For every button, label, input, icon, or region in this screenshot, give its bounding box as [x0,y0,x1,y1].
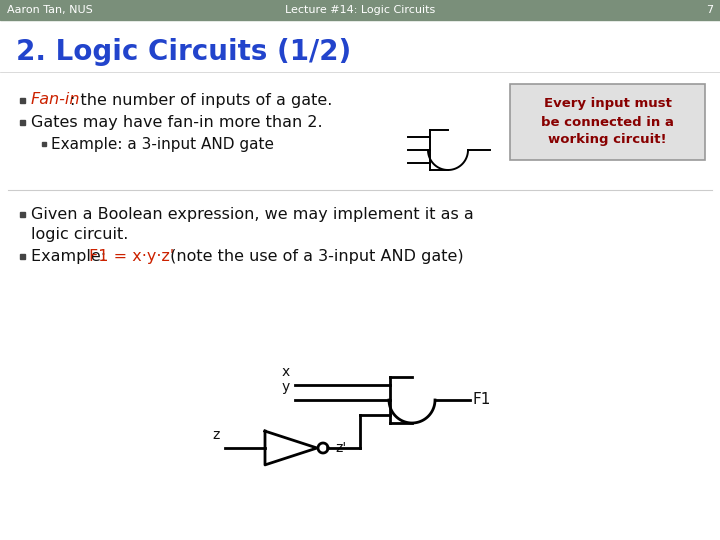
Text: z: z [212,428,220,442]
Text: F1 = x·y·z': F1 = x·y·z' [89,248,174,264]
Text: Given a Boolean expression, we may implement it as a: Given a Boolean expression, we may imple… [31,206,474,221]
Bar [0,0,720,20]
Text: 7: 7 [706,5,713,15]
Polygon shape [265,431,317,465]
Bar [19,98,24,103]
Text: Every input must
be connected in a
working circuit!: Every input must be connected in a worki… [541,98,674,146]
Bar [19,212,24,217]
Text: Lecture #14: Logic Circuits: Lecture #14: Logic Circuits [285,5,435,15]
Text: F1: F1 [473,393,491,408]
Bar [42,142,46,146]
Text: (note the use of a 3-input AND gate): (note the use of a 3-input AND gate) [165,248,464,264]
Text: y: y [282,380,290,394]
Polygon shape [430,130,448,170]
Text: 2. Logic Circuits (1/2): 2. Logic Circuits (1/2) [16,38,351,66]
Polygon shape [390,377,412,423]
Polygon shape [428,130,468,170]
Bar [19,119,24,125]
Text: logic circuit.: logic circuit. [31,226,128,241]
Text: Aaron Tan, NUS: Aaron Tan, NUS [7,5,93,15]
Text: Example: a 3-input AND gate: Example: a 3-input AND gate [51,137,274,152]
Text: : the number of inputs of a gate.: : the number of inputs of a gate. [70,92,333,107]
Text: Example:: Example: [31,248,112,264]
FancyBboxPatch shape [510,84,705,160]
Polygon shape [389,377,435,423]
Polygon shape [318,443,328,453]
Text: z': z' [335,441,346,455]
Bar [19,253,24,259]
Text: Fan-in: Fan-in [31,92,81,107]
Text: x: x [282,364,290,379]
Text: Gates may have fan-in more than 2.: Gates may have fan-in more than 2. [31,114,323,130]
